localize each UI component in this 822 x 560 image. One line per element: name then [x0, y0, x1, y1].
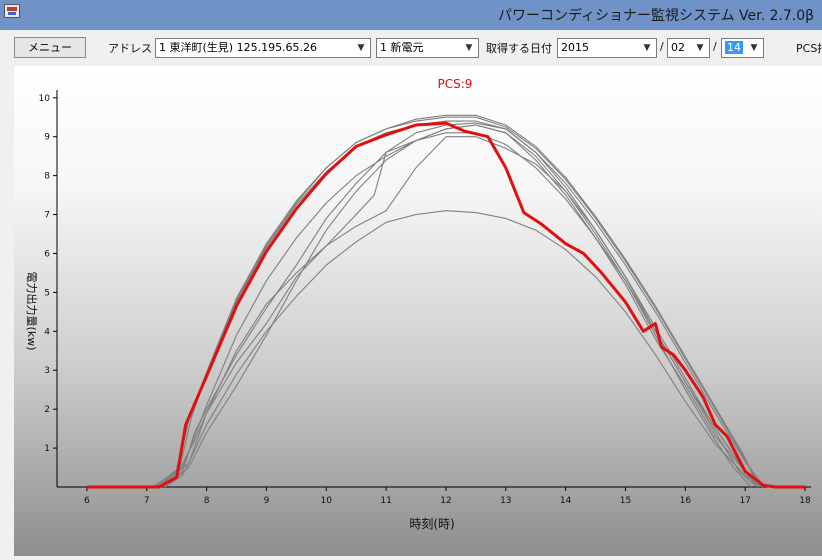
series-line-other-5 — [158, 124, 758, 488]
y-tick-label: 8 — [44, 172, 50, 182]
x-tick-label: 11 — [380, 496, 391, 506]
address-select[interactable]: 1 東洋町(生見) 125.195.65.26 ▼ — [155, 38, 371, 58]
year-value: 2015 — [561, 41, 589, 54]
address-value: 1 東洋町(生見) 125.195.65.26 — [159, 41, 318, 54]
site-value: 1 新電元 — [380, 41, 424, 54]
series-line-other-2 — [155, 116, 761, 488]
site-select[interactable]: 1 新電元 ▼ — [376, 38, 479, 58]
x-tick-label: 6 — [84, 496, 90, 506]
x-tick-label: 10 — [321, 496, 333, 506]
x-tick-label: 15 — [620, 496, 631, 506]
series-line-other-6 — [164, 210, 764, 488]
day-value: 14 — [725, 41, 743, 54]
window-title: パワーコンディショナー監視システム Ver. 2.7.0β — [498, 8, 815, 24]
x-tick-label: 8 — [204, 496, 210, 506]
day-select[interactable]: 14 ▼ — [721, 38, 764, 58]
y-tick-label: 6 — [44, 249, 50, 259]
app-icon[interactable] — [4, 4, 20, 18]
y-tick-label: 2 — [44, 405, 50, 415]
date-label: 取得する日付 — [486, 42, 552, 55]
x-tick-label: 12 — [440, 496, 451, 506]
y-tick-label: 5 — [44, 288, 50, 298]
y-tick-label: 4 — [44, 327, 50, 337]
chevron-down-icon[interactable]: ▼ — [357, 43, 365, 53]
chart-panel: PCS:9 時刻(時) 電力出力量(kw) 6 7 8 9 10 11 12 13 14 15 16… — [14, 66, 822, 556]
series-line-other-8 — [158, 132, 761, 488]
x-tick-label: 16 — [680, 496, 692, 506]
x-axis-label: 時刻(時) — [409, 517, 454, 531]
year-select[interactable]: 2015 ▼ — [557, 38, 657, 58]
series-line-other-4 — [161, 122, 764, 488]
x-tick-label: 18 — [799, 496, 811, 506]
x-tick-label: 14 — [560, 496, 572, 506]
chevron-down-icon[interactable]: ▼ — [696, 43, 704, 53]
x-tick-label: 9 — [264, 496, 270, 506]
x-tick-label: 17 — [739, 496, 750, 506]
date-separator: / — [713, 40, 717, 53]
month-value: 02 — [671, 41, 685, 54]
x-tick-label: 7 — [144, 496, 150, 506]
series-line-other-3 — [158, 120, 764, 488]
title-bar: パワーコンディショナー監視システム Ver. 2.7.0β — [0, 0, 822, 30]
y-tick-label: 1 — [44, 444, 50, 454]
series-line-other-9 — [164, 124, 752, 488]
y-axis-label: 電力出力量(kw) — [25, 272, 39, 351]
date-separator: / — [660, 40, 664, 53]
y-tick-label: 9 — [44, 133, 50, 143]
y-tick-label: 7 — [44, 211, 50, 221]
month-select[interactable]: 02 ▼ — [667, 38, 710, 58]
pcs-label: PCS指 — [796, 42, 822, 55]
address-label: アドレス — [108, 42, 152, 55]
x-tick-label: 13 — [500, 496, 511, 506]
menu-button[interactable]: メニュー — [14, 37, 86, 58]
power-output-chart: PCS:9 時刻(時) 電力出力量(kw) 6 7 8 9 10 11 12 13 14 15 16… — [25, 77, 811, 531]
series-line-other-7 — [158, 136, 758, 488]
y-tick-label: 3 — [44, 366, 50, 376]
y-tick-label: 10 — [39, 94, 51, 104]
chart-title: PCS:9 — [438, 77, 473, 91]
chevron-down-icon[interactable]: ▼ — [750, 43, 758, 53]
series-line-other-1 — [152, 114, 758, 488]
chevron-down-icon[interactable]: ▼ — [643, 43, 651, 53]
chevron-down-icon[interactable]: ▼ — [465, 43, 473, 53]
series-line-highlight — [86, 121, 805, 489]
